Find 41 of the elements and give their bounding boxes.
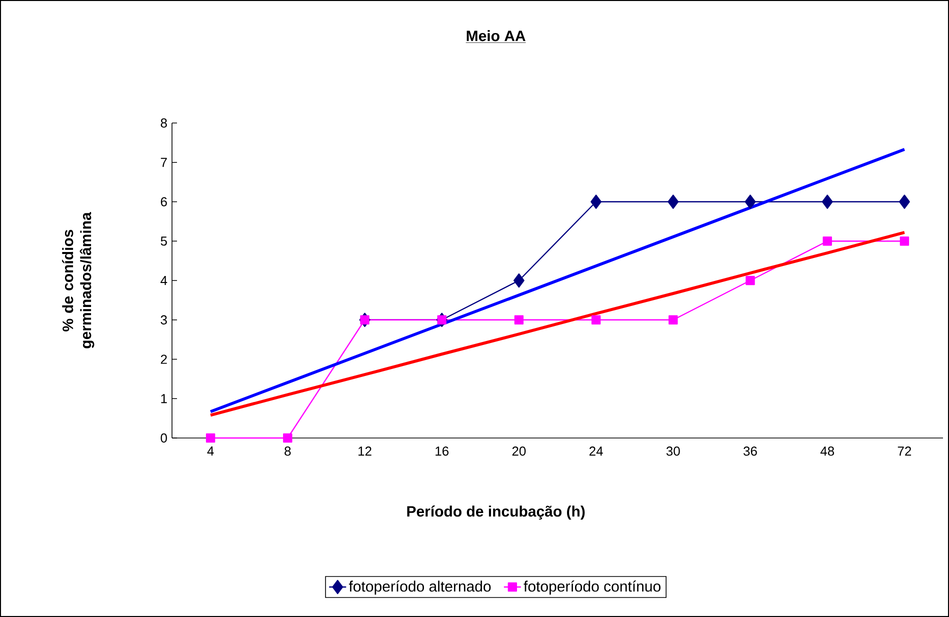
y-tick-label: 3 [160, 315, 167, 324]
y-tick-label: 4 [160, 276, 168, 285]
x-tick-label: 20 [512, 446, 526, 456]
legend-label: fotoperíodo alternado [348, 580, 491, 595]
point [822, 194, 833, 209]
x-axis-title: Período de incubação (h) [407, 506, 585, 520]
y-tick-label: 6 [160, 197, 167, 206]
x-tick-label: 4 [207, 446, 214, 456]
y-tick-label: 7 [160, 158, 167, 167]
point [206, 433, 216, 443]
x-tick-label: 36 [744, 446, 757, 456]
point [360, 315, 370, 324]
y-axis-title: % de conídios germinados/lâmina [62, 212, 94, 348]
point [513, 273, 524, 288]
point [591, 315, 601, 324]
point [822, 236, 832, 246]
point [746, 276, 755, 286]
x-tick-label: 48 [820, 446, 834, 456]
line-series [209, 230, 906, 417]
x-tick-label: 30 [666, 446, 680, 456]
x-tick-label: 8 [284, 446, 291, 456]
y-tick-label: 8 [160, 118, 167, 128]
point [283, 433, 292, 443]
point [590, 194, 602, 209]
point [668, 194, 679, 209]
point [514, 315, 524, 324]
point [437, 315, 446, 324]
chart-title: Meio AA [466, 30, 526, 42]
y-tick-label: 0 [160, 433, 167, 443]
legend-label: fotoperíodo contínuo [524, 580, 660, 595]
x-tick-label: 72 [898, 446, 912, 456]
point [744, 194, 756, 209]
y-tick-label: 1 [161, 394, 167, 404]
x-tick-label: 12 [358, 446, 372, 456]
y-tick-label: 5 [160, 236, 167, 246]
y-tick-label: 2 [160, 354, 167, 364]
point [668, 315, 678, 324]
point [898, 194, 910, 209]
x-tick-label: 16 [436, 446, 449, 456]
x-tick-label: 24 [589, 446, 603, 456]
point [900, 236, 910, 246]
